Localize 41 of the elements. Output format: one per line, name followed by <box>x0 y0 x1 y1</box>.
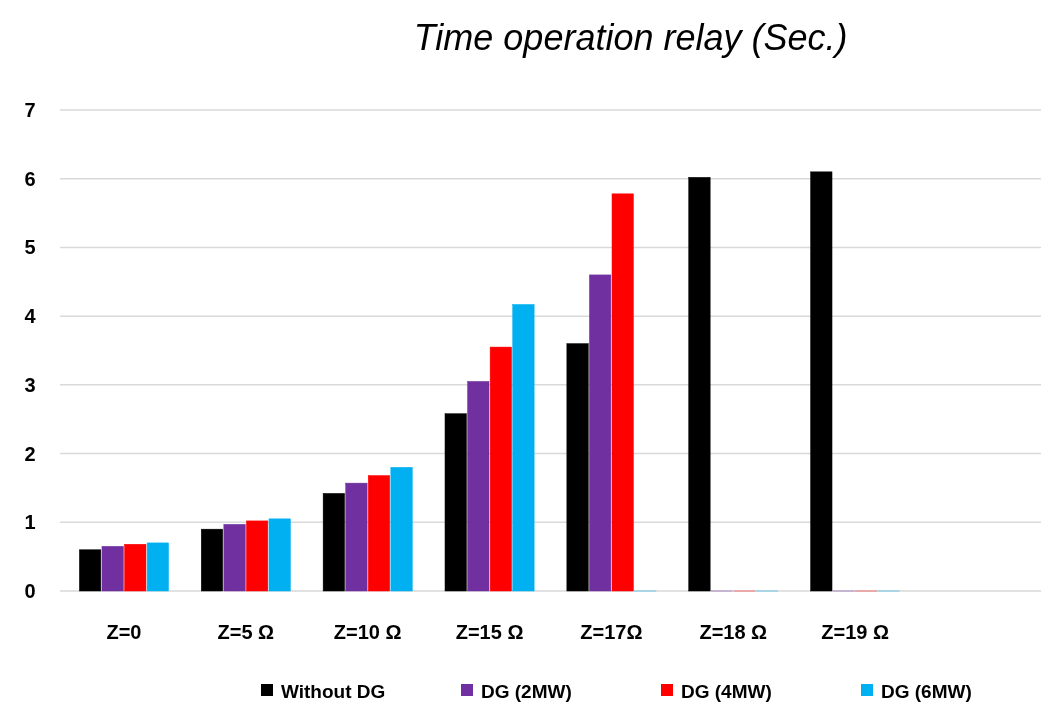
bar <box>345 482 368 592</box>
legend-label: DG (4MW) <box>681 680 772 702</box>
y-tick-label: 3 <box>24 373 36 396</box>
y-tick-label: 1 <box>24 511 36 534</box>
x-tick-label: Z=18 Ω <box>699 621 768 643</box>
x-tick-label: Z=17Ω <box>580 621 643 643</box>
bar <box>688 177 711 592</box>
y-tick-label: 2 <box>24 442 36 465</box>
bar <box>444 413 467 592</box>
legend-label: DG (2MW) <box>481 680 572 702</box>
legend-label: Without DG <box>281 680 386 702</box>
x-tick-label: Z=19 Ω <box>821 621 890 643</box>
bar <box>489 346 512 592</box>
y-tick-label: 0 <box>24 580 36 602</box>
x-tick-label: Z=0 <box>106 621 142 643</box>
x-tick-label: Z=5 Ω <box>217 621 275 643</box>
bar <box>611 193 634 592</box>
x-tick-label: Z=15 Ω <box>455 621 524 643</box>
x-tick-label: Z=10 Ω <box>333 621 402 643</box>
bar <box>246 520 269 592</box>
bar <box>79 549 102 592</box>
bar <box>201 528 223 592</box>
bar <box>322 493 345 592</box>
bar <box>368 475 390 592</box>
bar <box>467 381 490 592</box>
bar <box>390 467 413 592</box>
bar <box>589 274 612 592</box>
bar <box>268 518 291 592</box>
bar <box>810 171 833 592</box>
chart-title: Time operation relay (Sec.) <box>413 17 848 58</box>
bar <box>101 546 124 592</box>
y-tick-label: 5 <box>24 236 36 259</box>
bar <box>566 343 589 592</box>
y-tick-label: 4 <box>24 305 37 328</box>
y-tick-label: 7 <box>24 99 36 121</box>
bar <box>124 544 147 592</box>
legend-label: DG (6MW) <box>881 680 972 702</box>
bar <box>223 524 246 592</box>
y-tick-label: 6 <box>24 167 36 190</box>
bar <box>146 542 169 592</box>
bar <box>512 304 535 592</box>
